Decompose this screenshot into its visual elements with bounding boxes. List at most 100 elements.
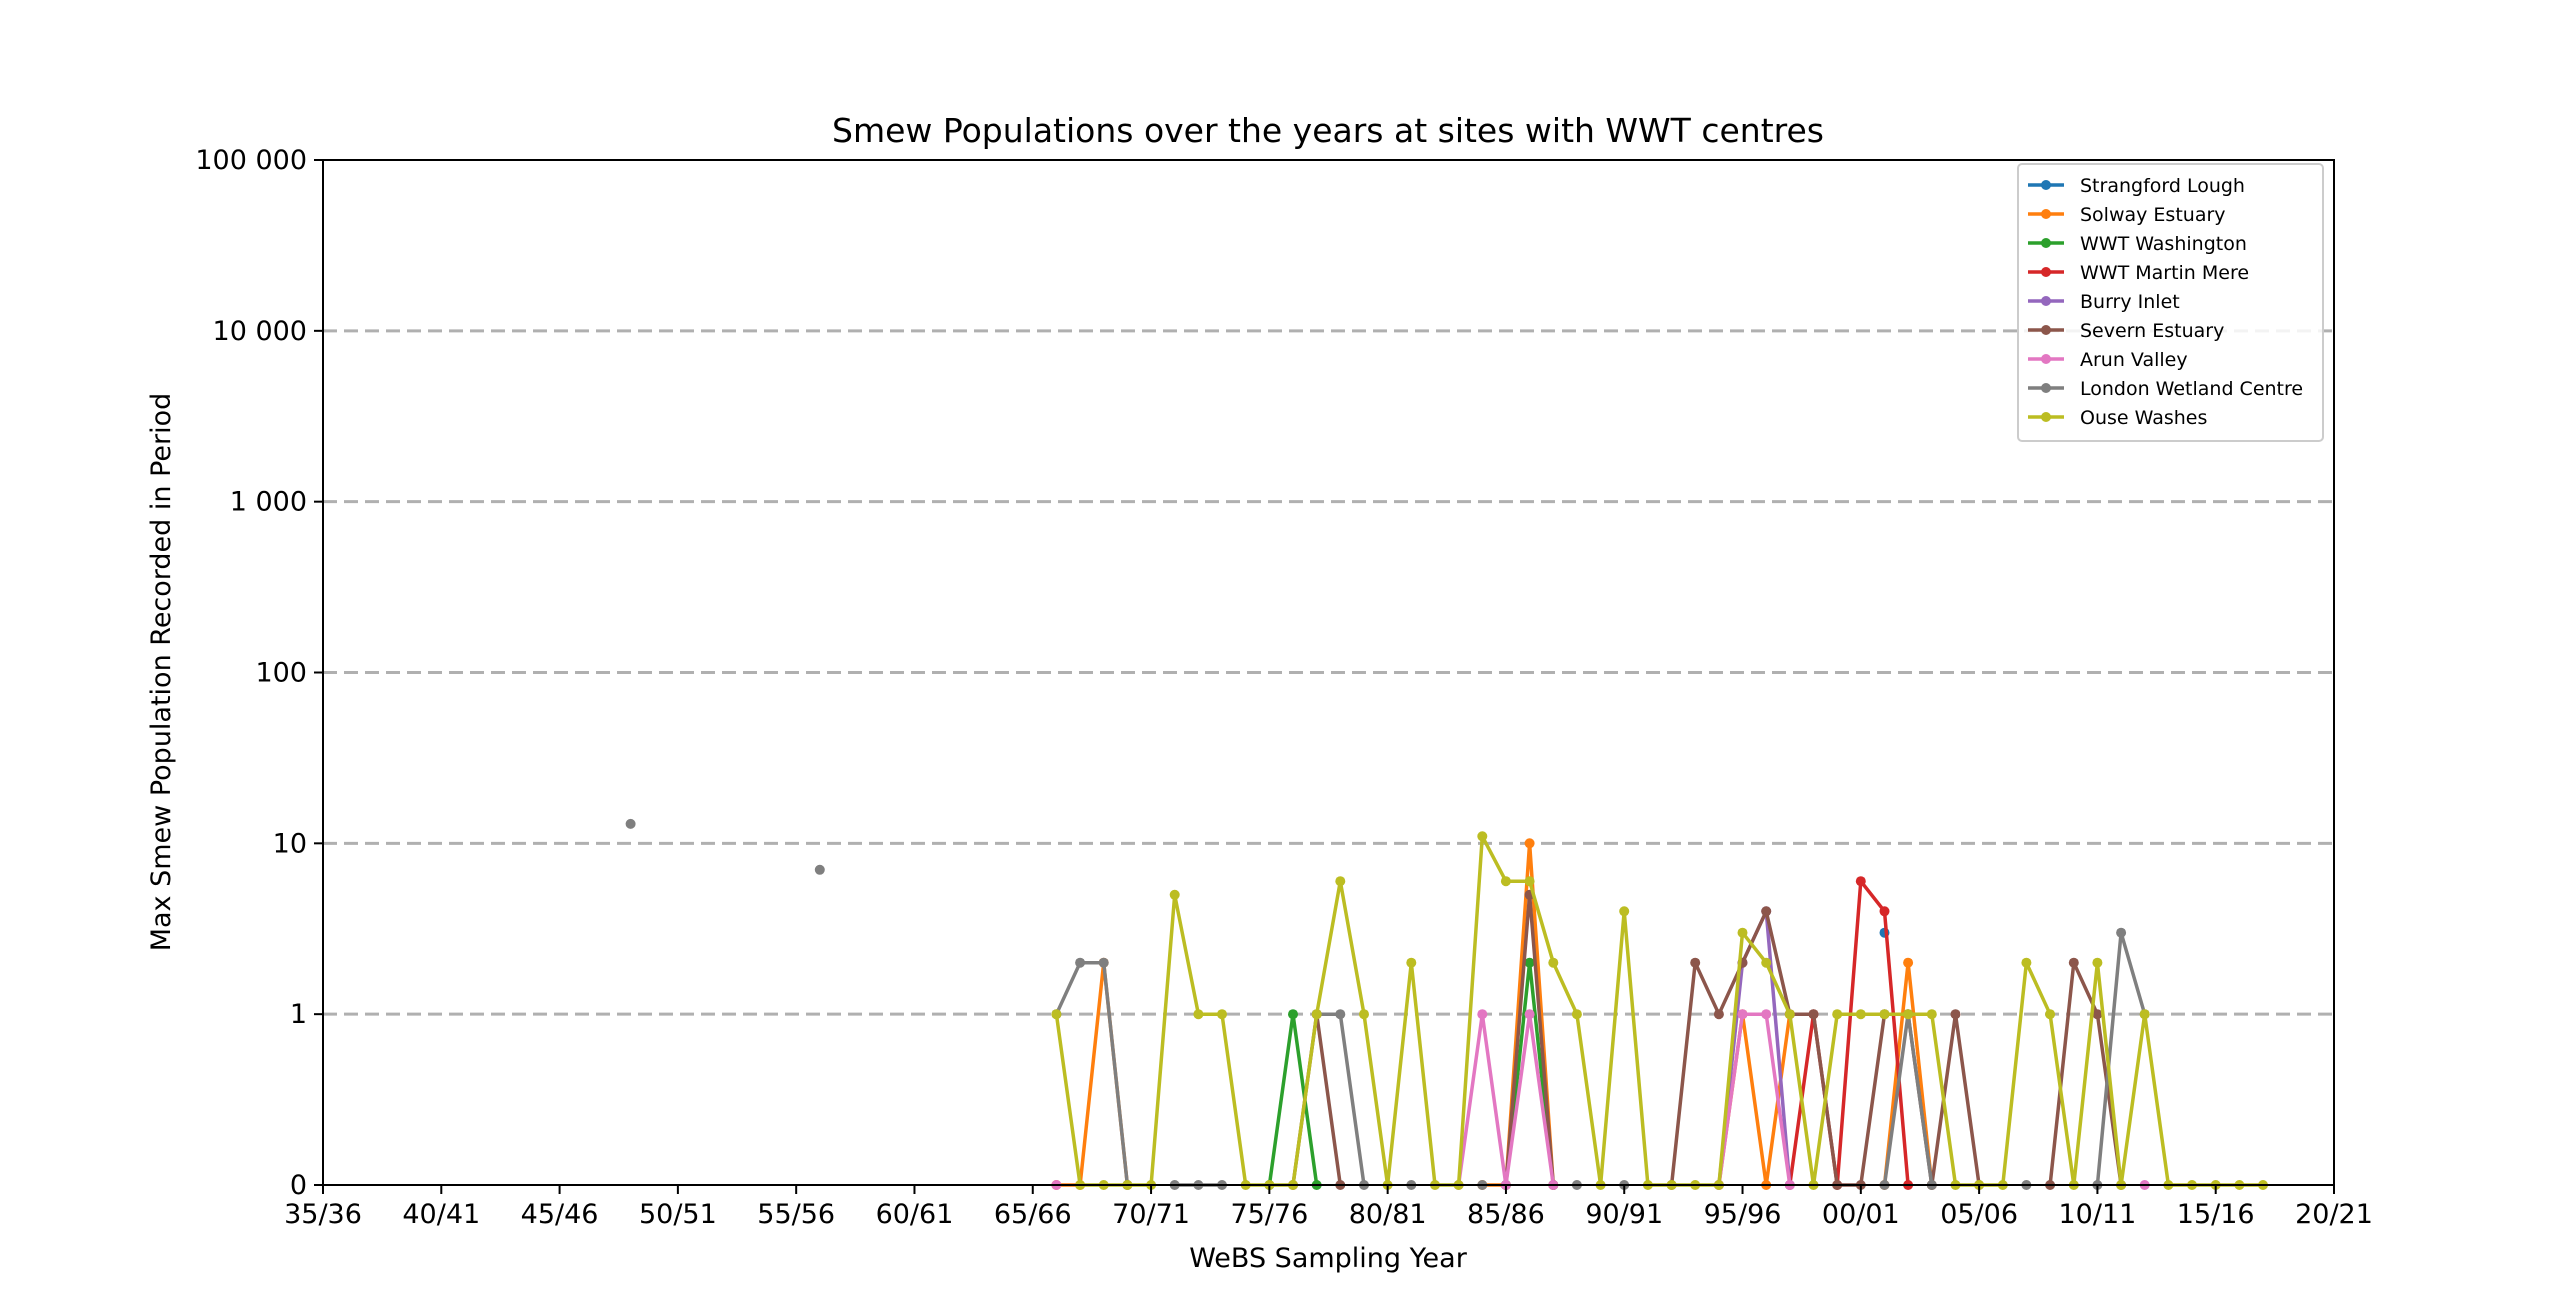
data-point: [1761, 1009, 1772, 1020]
x-axis: 35/36 40/41 45/46 50/51 55/56 60/61 65/66 70/71…: [284, 1185, 2373, 1230]
data-point: [1926, 1009, 1937, 1020]
x-tick-label: 15/16: [2177, 1199, 2255, 1230]
data-point: [1619, 906, 1630, 917]
data-point: [1311, 1009, 1322, 1020]
x-axis-label: WeBS Sampling Year: [1189, 1243, 1468, 1274]
data-point: [1761, 957, 1772, 968]
x-tick-label: 80/81: [1349, 1199, 1427, 1230]
legend-item: Arun Valley: [2028, 349, 2188, 371]
x-tick-label: 40/41: [402, 1199, 480, 1230]
data-point: [625, 818, 636, 829]
data-point: [1950, 1009, 1961, 1020]
x-tick-label: 45/46: [521, 1199, 599, 1230]
data-point: [1903, 957, 1914, 968]
data-point: [2116, 927, 2127, 938]
x-tick-label: 60/61: [876, 1199, 954, 1230]
data-point: [1335, 1009, 1346, 1020]
data-point: [1075, 957, 1086, 968]
data-point: [2045, 1009, 2056, 1020]
data-point: [1524, 1009, 1535, 1020]
data-point: [1335, 876, 1346, 887]
legend-marker: [2041, 296, 2051, 306]
data-point: [1500, 876, 1511, 887]
y-axis-label: Max Smew Population Recorded in Period: [146, 393, 177, 952]
x-tick-label: 85/86: [1467, 1199, 1545, 1230]
data-point: [2139, 1009, 2150, 1020]
data-point: [1477, 831, 1488, 842]
x-tick-label: 70/71: [1112, 1199, 1190, 1230]
data-point: [1524, 957, 1535, 968]
legend-label: WWT Washington: [2080, 233, 2247, 255]
x-tick-label: 50/51: [639, 1199, 717, 1230]
data-point: [1855, 1009, 1866, 1020]
data-point: [814, 864, 825, 875]
data-point: [1832, 1009, 1843, 1020]
data-point: [1548, 957, 1559, 968]
legend-label: Burry Inlet: [2080, 291, 2180, 313]
legend-marker: [2041, 412, 2051, 422]
x-tick-label: 35/36: [284, 1199, 362, 1230]
x-tick-label: 65/66: [994, 1199, 1072, 1230]
x-tick-label: 10/11: [2059, 1199, 2137, 1230]
legend-item: Solway Estuary: [2028, 204, 2226, 226]
data-point: [1524, 876, 1535, 887]
legend-item: WWT Martin Mere: [2028, 262, 2249, 284]
legend-item: Burry Inlet: [2028, 291, 2180, 313]
legend-marker: [2041, 383, 2051, 393]
data-point: [1737, 927, 1748, 938]
y-tick-label: 100 000: [195, 145, 307, 176]
x-tick-label: 55/56: [757, 1199, 835, 1230]
y-axis: 0 1 10 100 1 000 10 000 100 000: [195, 145, 323, 1201]
y-tick-label: 10: [273, 828, 307, 859]
legend-marker: [2041, 180, 2051, 190]
data-point: [1879, 906, 1890, 917]
legend-label: Severn Estuary: [2080, 320, 2224, 342]
legend-item: London Wetland Centre: [2028, 378, 2303, 400]
data-point: [1051, 1009, 1062, 1020]
data-point: [1571, 1009, 1582, 1020]
data-point: [1406, 957, 1417, 968]
data-point: [2068, 957, 2079, 968]
data-point: [1690, 957, 1701, 968]
series-line: [1788, 879, 1910, 1187]
data-point: [1477, 1009, 1488, 1020]
series-line: [1717, 1012, 1792, 1186]
data-point: [2092, 1009, 2103, 1020]
data-point: [1808, 1009, 1819, 1020]
legend-item: Ouse Washes: [2028, 407, 2207, 429]
data-point: [1169, 889, 1180, 900]
y-tick-label: 100: [255, 658, 307, 689]
data-point: [1761, 906, 1772, 917]
data-point: [1193, 1009, 1204, 1020]
legend-label: Solway Estuary: [2080, 204, 2226, 226]
data-point: [1855, 876, 1866, 887]
legend-marker: [2041, 238, 2051, 248]
y-tick-label: 1: [290, 999, 307, 1030]
y-tick-label: 0: [290, 1170, 307, 1201]
y-tick-label: 10 000: [213, 316, 307, 347]
chart-title: Smew Populations over the years at sites…: [832, 111, 1824, 150]
data-point: [1879, 1009, 1890, 1020]
x-tick-label: 00/01: [1822, 1199, 1900, 1230]
x-tick-label: 20/21: [2295, 1199, 2373, 1230]
data-point: [2092, 957, 2103, 968]
legend-label: London Wetland Centre: [2080, 378, 2303, 400]
x-tick-label: 05/06: [1940, 1199, 2018, 1230]
legend-marker: [2041, 325, 2051, 335]
x-tick-label: 75/76: [1230, 1199, 1308, 1230]
data-point: [1098, 957, 1109, 968]
legend-label: Strangford Lough: [2080, 175, 2245, 197]
data-point: [1713, 1009, 1724, 1020]
data-point: [1784, 1009, 1795, 1020]
series-line: [2048, 960, 2123, 1186]
legend-box: [2017, 163, 2324, 442]
legend-label: Arun Valley: [2080, 349, 2188, 371]
legend-label: WWT Martin Mere: [2080, 262, 2249, 284]
data-point: [1288, 1009, 1298, 1020]
legend-item: WWT Washington: [2028, 233, 2247, 255]
data-point: [1524, 838, 1535, 849]
data-point: [2021, 957, 2032, 968]
legend: Strangford Lough Solway Estuary WWT Washin…: [2017, 163, 2324, 442]
data-point: [1737, 1009, 1748, 1020]
